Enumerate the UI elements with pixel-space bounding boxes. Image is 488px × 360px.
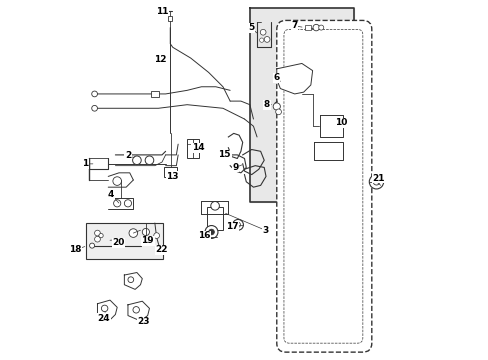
Circle shape bbox=[259, 38, 264, 42]
Text: 8: 8 bbox=[264, 100, 270, 109]
Bar bbox=[206, 207, 223, 230]
Circle shape bbox=[113, 200, 121, 207]
Circle shape bbox=[372, 179, 379, 185]
Circle shape bbox=[232, 220, 243, 230]
Polygon shape bbox=[276, 63, 312, 94]
Bar bbox=[304, 25, 310, 30]
Circle shape bbox=[275, 109, 281, 115]
Circle shape bbox=[210, 202, 219, 210]
Bar bbox=[187, 139, 198, 158]
Text: 2: 2 bbox=[124, 151, 131, 160]
Text: 7: 7 bbox=[291, 21, 297, 30]
Polygon shape bbox=[249, 8, 353, 202]
Circle shape bbox=[124, 200, 131, 207]
Text: 18: 18 bbox=[69, 246, 81, 255]
FancyBboxPatch shape bbox=[86, 223, 163, 259]
Text: 4: 4 bbox=[108, 190, 114, 199]
Text: 13: 13 bbox=[166, 172, 179, 181]
Circle shape bbox=[264, 37, 269, 42]
Circle shape bbox=[128, 277, 133, 283]
Circle shape bbox=[92, 105, 97, 111]
Circle shape bbox=[94, 236, 100, 242]
Circle shape bbox=[89, 243, 94, 248]
Bar bbox=[163, 167, 177, 177]
Circle shape bbox=[153, 233, 159, 238]
Circle shape bbox=[274, 75, 280, 81]
Circle shape bbox=[208, 229, 214, 235]
Circle shape bbox=[204, 226, 218, 238]
Text: 20: 20 bbox=[112, 238, 124, 247]
Text: 9: 9 bbox=[232, 163, 238, 172]
Polygon shape bbox=[97, 300, 117, 320]
Circle shape bbox=[142, 228, 149, 235]
Circle shape bbox=[318, 25, 323, 30]
Circle shape bbox=[280, 77, 285, 82]
Bar bbox=[168, 16, 172, 21]
Circle shape bbox=[92, 91, 97, 97]
Circle shape bbox=[132, 156, 141, 165]
Text: 21: 21 bbox=[372, 174, 385, 183]
Text: 16: 16 bbox=[198, 231, 210, 240]
Text: 22: 22 bbox=[155, 246, 167, 255]
Text: 10: 10 bbox=[334, 118, 347, 127]
Circle shape bbox=[129, 229, 137, 237]
Text: 19: 19 bbox=[141, 237, 154, 246]
Text: 6: 6 bbox=[273, 73, 279, 82]
Text: 3: 3 bbox=[262, 226, 268, 235]
Text: 15: 15 bbox=[218, 150, 230, 159]
Circle shape bbox=[94, 230, 100, 236]
Circle shape bbox=[145, 156, 153, 165]
Circle shape bbox=[99, 233, 103, 238]
Text: 11: 11 bbox=[156, 7, 168, 16]
Circle shape bbox=[260, 30, 265, 35]
Circle shape bbox=[113, 177, 121, 185]
Polygon shape bbox=[128, 301, 149, 321]
Circle shape bbox=[368, 175, 383, 189]
Text: 5: 5 bbox=[247, 23, 254, 32]
Circle shape bbox=[235, 222, 240, 227]
Bar bbox=[151, 91, 159, 97]
Text: 12: 12 bbox=[154, 55, 166, 64]
Text: 14: 14 bbox=[191, 143, 204, 152]
Circle shape bbox=[312, 24, 319, 31]
Circle shape bbox=[273, 103, 280, 110]
Text: 1: 1 bbox=[81, 159, 88, 168]
Circle shape bbox=[101, 305, 108, 312]
Text: 23: 23 bbox=[137, 317, 149, 326]
Polygon shape bbox=[124, 273, 142, 289]
Polygon shape bbox=[314, 142, 343, 160]
Circle shape bbox=[133, 307, 139, 313]
Text: 17: 17 bbox=[225, 222, 238, 231]
Polygon shape bbox=[319, 116, 343, 137]
Text: 24: 24 bbox=[98, 314, 110, 323]
FancyBboxPatch shape bbox=[276, 21, 371, 352]
